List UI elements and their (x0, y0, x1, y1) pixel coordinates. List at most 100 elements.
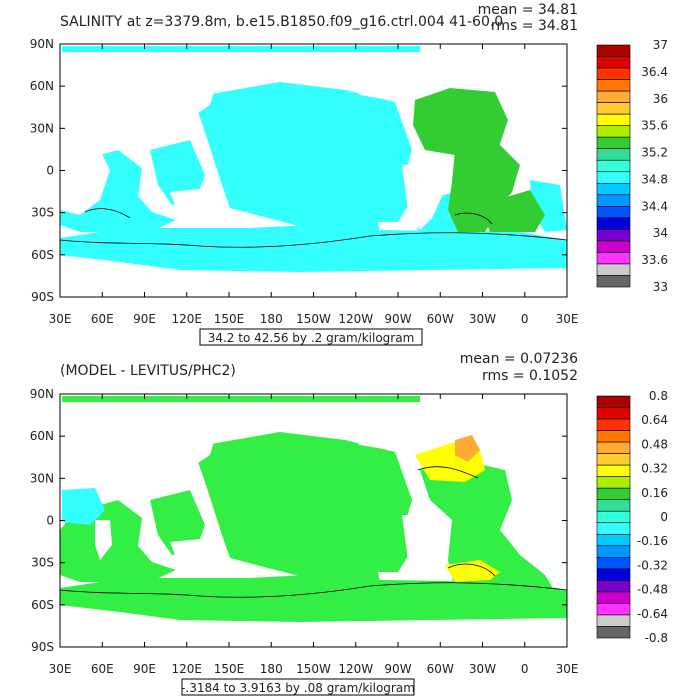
colorbar-label: 35.2 (641, 146, 668, 160)
y-tick-label: 30S (31, 206, 54, 220)
colorbar-swatch (596, 252, 631, 265)
colorbar-label: 37 (653, 38, 668, 52)
x-tick-label: 90E (133, 662, 156, 676)
colorbar-swatch (596, 159, 631, 173)
x-tick-label: 120E (172, 662, 203, 676)
colorbar-swatch (596, 263, 631, 276)
contour-line (454, 212, 493, 225)
colorbar-swatch (596, 240, 631, 253)
ocean-arctic-rim (62, 46, 420, 52)
colorbar-swatch (596, 67, 631, 80)
colorbar-swatch (596, 568, 631, 581)
colorbar-swatch (596, 206, 631, 219)
colorbar-swatch (596, 510, 631, 524)
x-tick-label: 150E (214, 312, 245, 326)
colorbar-label: 0.48 (641, 437, 668, 451)
colorbar-swatch (596, 533, 631, 547)
colorbar-swatch (596, 56, 631, 69)
y-tick-label: 30S (31, 556, 54, 570)
x-tick-label: 60W (427, 662, 454, 676)
colorbar-swatch (596, 217, 631, 230)
land-north-america (335, 52, 455, 100)
colorbar-swatch (596, 545, 631, 558)
colorbar-label: -0.8 (645, 631, 668, 645)
y-tick-label: 30N (30, 121, 54, 135)
colorbar-swatch (596, 407, 631, 420)
x-tick-label: 120E (172, 312, 203, 326)
colorbar-swatch (596, 171, 631, 184)
colorbar-swatch (596, 464, 631, 477)
colorbar-swatch (596, 90, 631, 103)
x-tick-label: 90W (384, 662, 411, 676)
colorbar-swatch (596, 395, 631, 408)
y-tick-label: 0 (46, 164, 54, 178)
colorbar-swatch (596, 44, 631, 57)
panel1-mean: mean = 34.81 (478, 2, 578, 18)
panel1-land (60, 52, 567, 297)
colorbar-swatch (596, 499, 631, 512)
panel2-map (60, 396, 567, 647)
colorbar-swatch (596, 580, 631, 593)
x-tick-label: 120W (338, 662, 373, 676)
colorbar-label: 36 (653, 92, 668, 106)
ocean-pacific (198, 82, 412, 232)
colorbar-swatch (596, 136, 631, 150)
y-tick-label: 30N (30, 471, 54, 485)
colorbar-swatch (596, 557, 631, 570)
panel1-contours (60, 208, 567, 248)
ocean-east-pacific (365, 520, 412, 572)
colorbar-swatch (596, 148, 631, 161)
panel1-y-axis: 90N 60N 30N 0 30S 60S 90S (30, 37, 567, 304)
y-tick-label: 90S (31, 290, 54, 304)
panel2-contours (60, 466, 567, 598)
ocean-east-pacific (365, 170, 412, 222)
colorbar-label: 33 (653, 280, 668, 294)
colorbar-swatch (596, 603, 631, 616)
land-north-america (335, 402, 445, 450)
ocean-west-pacific (150, 490, 205, 555)
x-tick-label: 180 (260, 312, 283, 326)
x-tick-label: 90W (384, 312, 411, 326)
yellow-patch-south-atlantic (445, 560, 500, 582)
panel2-caption-box (181, 678, 415, 696)
panel1-caption-box (199, 328, 423, 346)
colorbar-swatch (596, 453, 631, 466)
colorbar-label: 0.32 (641, 462, 668, 476)
panel2-y-axis: 90N 60N 30N 0 30S 60S 90S (30, 387, 567, 654)
panel1-title: SALINITY at z=3379.8m, b.e15.B1850.f09_g… (60, 14, 503, 30)
panel1-x-axis: 30E 60E 90E 120E 150E 180 150W 120W 90W 60W 30W 0 30… (49, 44, 578, 326)
colorbar-swatch (596, 591, 631, 604)
colorbar-swatch (596, 182, 631, 196)
y-tick-label: 90S (31, 640, 54, 654)
y-tick-label: 90N (30, 37, 54, 51)
x-tick-label: 30W (469, 662, 496, 676)
panel2-rms: rms = 0.1052 (482, 368, 578, 384)
colorbar-swatch (596, 430, 631, 443)
colorbar-swatch (596, 79, 631, 92)
colorbar-label: -0.64 (637, 607, 668, 621)
panel2-ocean (60, 396, 567, 622)
land-antarctica (60, 622, 567, 647)
colorbar-swatch (596, 229, 631, 242)
colorbar-label: 34.4 (641, 199, 668, 213)
land-eurasia (60, 52, 220, 140)
land-australia (170, 188, 225, 220)
x-tick-label: 90E (133, 312, 156, 326)
atlantic-central (448, 145, 520, 232)
ocean-pacific (198, 432, 412, 582)
panel2-indian-cyan (62, 488, 105, 525)
colorbar-label: 0.16 (641, 486, 668, 500)
ocean-arctic-rim (62, 396, 420, 402)
x-tick-label: 30E (49, 312, 72, 326)
y-tick-label: 60N (30, 79, 54, 93)
x-tick-label: 0 (521, 662, 529, 676)
x-tick-label: 180 (260, 662, 283, 676)
land-eurasia (60, 402, 220, 490)
x-tick-label: 150E (214, 662, 245, 676)
colorbar-label: -0.48 (637, 583, 668, 597)
y-tick-label: 60S (31, 598, 54, 612)
colorbar-swatch (596, 275, 631, 288)
x-tick-label: 150W (296, 312, 331, 326)
colorbar-label: 33.6 (641, 253, 668, 267)
atlantic-south (480, 190, 545, 232)
